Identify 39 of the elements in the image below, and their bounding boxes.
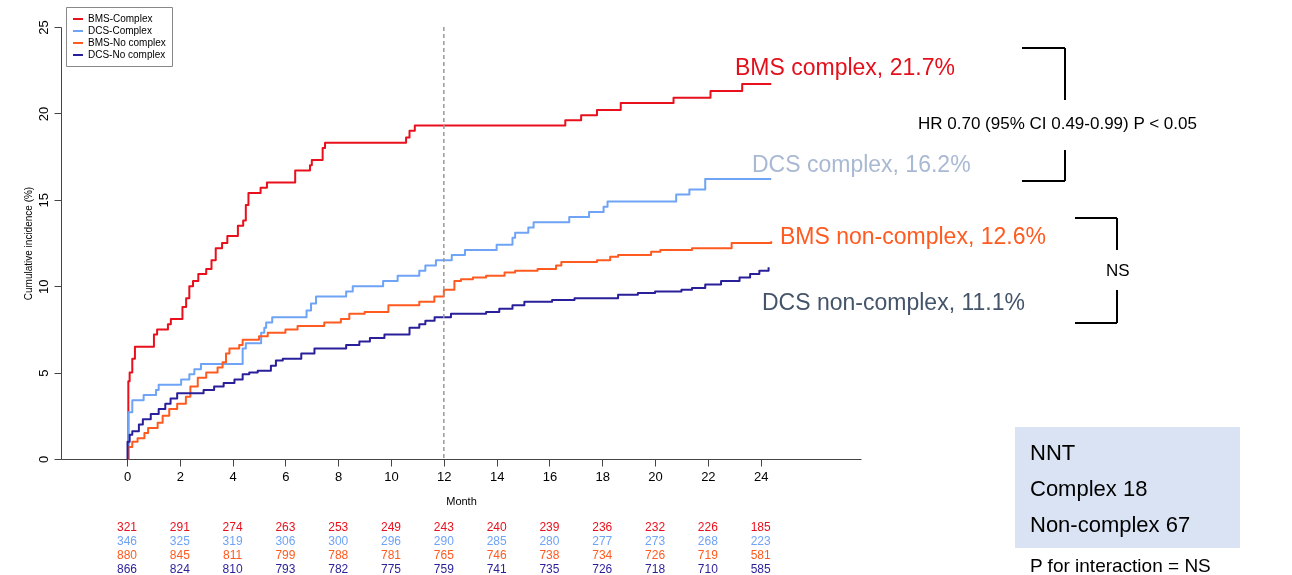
text: NNT [1030,440,1076,465]
y-tick-label: 20 [35,106,51,122]
x-tick-label: 16 [542,468,558,484]
legend-label: BMS-No complex [88,37,166,48]
x-tick-label: 14 [489,468,505,484]
text: 321 291 274 263 253 249 243 240 239 236 232 226 185 [116,520,771,534]
x-tick-label: 24 [753,468,769,484]
text: NS [1106,261,1130,280]
x-tick-label: 22 [701,468,716,484]
x-tick-label: 2 [176,468,184,484]
text: Non-complex 67 [1030,512,1191,537]
y-tick-label: 15 [35,193,51,208]
x-tick-label: 6 [282,468,290,484]
x-axis-title: Month [446,494,477,507]
text: 866 824 810 793 782 775 759 741 735 726 718 710 585 [116,562,771,575]
y-tick-label: 25 [35,20,51,35]
annotation: DCS non-complex, 11.1% [762,289,1025,315]
x-tick-label: 18 [595,468,610,484]
y-tick-label: 0 [35,455,51,464]
x-tick-label: 20 [648,468,663,484]
y-tick-label: 10 [35,279,51,294]
text: 880 845 811 799 788 781 765 746 738 734 726 719 581 [116,548,771,562]
text: Complex 18 [1030,476,1148,501]
annotation: DCS complex, 16.2% [752,151,971,177]
text: HR 0.70 (95% CI 0.49-0.99) P < 0.05 [918,114,1197,133]
legend-label: DCS-No complex [88,49,166,60]
text: P for interaction = NS [1030,555,1211,575]
x-tick-label: 8 [335,468,343,484]
annotation: BMS non-complex, 12.6% [780,223,1046,249]
x-tick-label: 4 [229,468,237,484]
x-tick-label: 10 [384,468,399,484]
text: 346 325 319 306 300 296 290 285 280 277 273 268 223 [116,534,771,548]
legend-label: BMS-Complex [88,13,153,24]
y-axis-title: Cumulative incidence (%) [22,186,34,301]
annotation: BMS complex, 21.7% [735,54,955,80]
legend-label: DCS-Complex [88,25,152,36]
y-tick-label: 5 [35,369,51,377]
x-tick-label: 12 [437,468,452,484]
x-tick-label: 0 [123,468,132,484]
